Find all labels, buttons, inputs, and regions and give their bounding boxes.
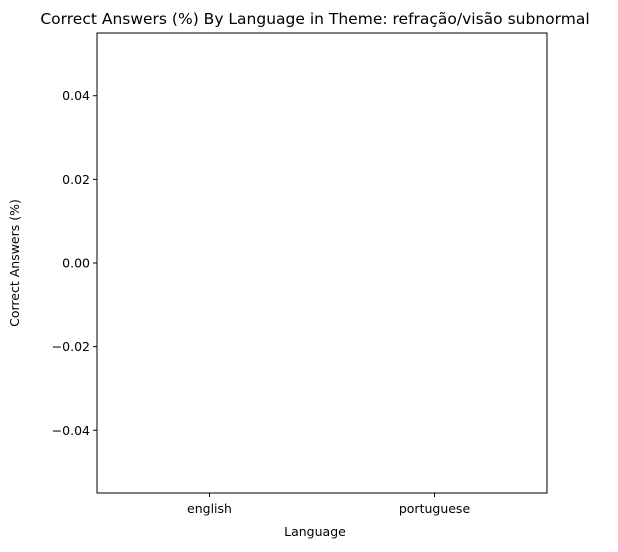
y-axis-label: Correct Answers (%) — [7, 199, 22, 327]
y-tick-label: 0.02 — [62, 172, 90, 187]
x-axis-label: Language — [284, 524, 346, 539]
x-tick-label: english — [187, 501, 232, 516]
plot-area-frame — [96, 32, 548, 494]
y-tick-label: −0.04 — [52, 423, 90, 438]
y-tick-label: 0.04 — [62, 88, 90, 103]
x-axis: english portuguese — [187, 493, 470, 516]
y-axis: −0.04 −0.02 0.00 0.02 0.04 — [52, 88, 97, 438]
chart-title: Correct Answers (%) By Language in Theme… — [40, 10, 589, 28]
x-tick-label: portuguese — [399, 501, 471, 516]
y-tick-label: 0.00 — [62, 256, 90, 271]
y-tick-label: −0.02 — [52, 339, 90, 354]
